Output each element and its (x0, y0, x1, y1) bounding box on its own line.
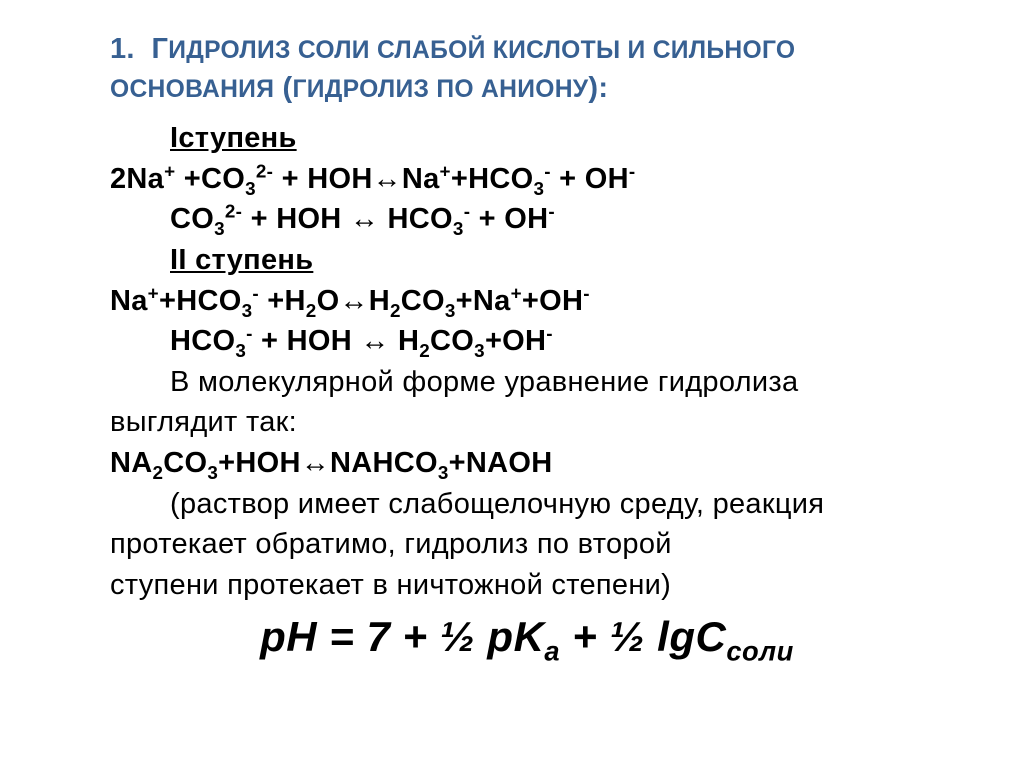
paragraph-line3: ступени протекает в ничтожной степени) (110, 565, 944, 606)
document-page: 1. ГИДРОЛИЗ СОЛИ СЛАБОЙ КИСЛОТЫ И СИЛЬНО… (0, 0, 1024, 767)
equation-3: Na++HCO3- +H2O↔H2CO3+Na++OH- (110, 281, 944, 322)
equation-4: HCO3- + HOH ↔ H2CO3+OH- (110, 321, 944, 362)
step2-label: II ступень (110, 240, 944, 281)
equation-2: CO32- + HOH ↔ HCO3- + OH- (110, 199, 944, 240)
equation-5: NA2CO3+HOH↔NAHCO3+NAOH (110, 443, 944, 484)
section-heading: 1. ГИДРОЛИЗ СОЛИ СЛАБОЙ КИСЛОТЫ И СИЛЬНО… (110, 30, 944, 108)
paragraph-line2: протекает обратимо, гидролиз по второй (110, 524, 944, 565)
step1-label: Iступень (110, 118, 944, 159)
molecular-intro-line2: выглядит так: (110, 402, 944, 443)
paragraph-line1: (раствор имеет слабощелочную среду, реак… (110, 484, 944, 525)
equation-1: 2Na+ +CO32- + HOH↔Na++HCO3- + OH- (110, 159, 944, 200)
ph-formula: pH = 7 + ½ pKa + ½ lgCсоли (110, 613, 944, 661)
molecular-intro-line1: В молекулярной форме уравнение гидролиза (110, 362, 944, 403)
